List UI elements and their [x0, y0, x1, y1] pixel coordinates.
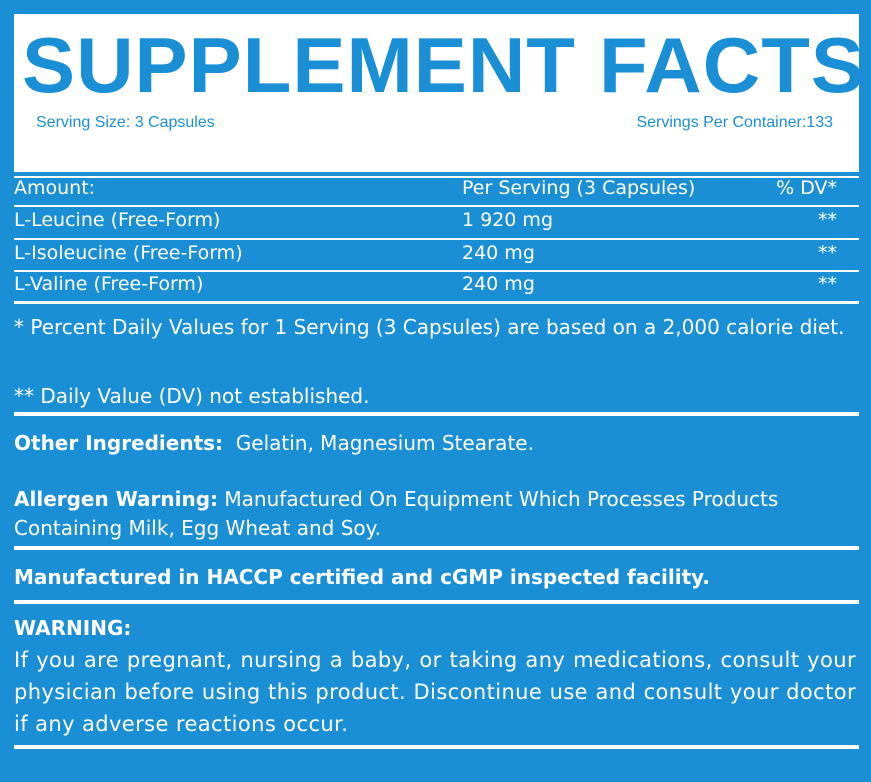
manufactured: Manufactured in HACCP certified and cGMP…: [14, 565, 710, 589]
column-header: Per Serving (3 Capsules): [462, 177, 696, 199]
amount: 240 mg: [462, 273, 535, 295]
rule: [14, 238, 859, 240]
rule: [14, 205, 859, 207]
rule: [14, 745, 859, 749]
serving-size: Serving Size: 3 Capsules: [36, 114, 215, 131]
allergen: Allergen Warning: Manufactured On Equipm…: [14, 485, 856, 543]
footnote: * Percent Daily Values for 1 Serving (3 …: [14, 315, 845, 339]
dv: **: [818, 209, 837, 231]
ingredient: L-Valine (Free-Form): [14, 273, 204, 295]
rule: [14, 412, 859, 416]
rule: [14, 600, 859, 604]
text: Manufactured On Equipment Which Processe…: [14, 487, 779, 540]
other-ingredients: Other Ingredients: Gelatin, Magnesium St…: [14, 428, 856, 459]
column-header: % DV*: [776, 177, 837, 199]
text: Gelatin, Magnesium Stearate.: [235, 431, 534, 455]
rule: [14, 546, 859, 550]
amount: 1 920 mg: [462, 209, 554, 231]
title: SUPPLEMENT FACTS: [22, 21, 865, 109]
servings-per-container: Servings Per Container:133: [636, 114, 833, 131]
label: Allergen Warning:: [14, 487, 219, 511]
rule: [14, 176, 859, 178]
amount: 240 mg: [462, 242, 535, 264]
label: Other Ingredients:: [14, 431, 224, 455]
warning-text: If you are pregnant, nursing a baby, or …: [14, 648, 856, 736]
footnote: ** Daily Value (DV) not established.: [14, 384, 370, 408]
ingredient: L-Leucine (Free-Form): [14, 209, 221, 231]
dv: **: [818, 273, 837, 295]
warning-label: WARNING:: [14, 616, 132, 640]
ingredient: L-Isoleucine (Free-Form): [14, 242, 243, 264]
column-header: Amount:: [14, 177, 96, 199]
rule: [14, 301, 859, 304]
rule: [14, 270, 859, 272]
dv: **: [818, 242, 837, 264]
title-box: [14, 14, 859, 172]
